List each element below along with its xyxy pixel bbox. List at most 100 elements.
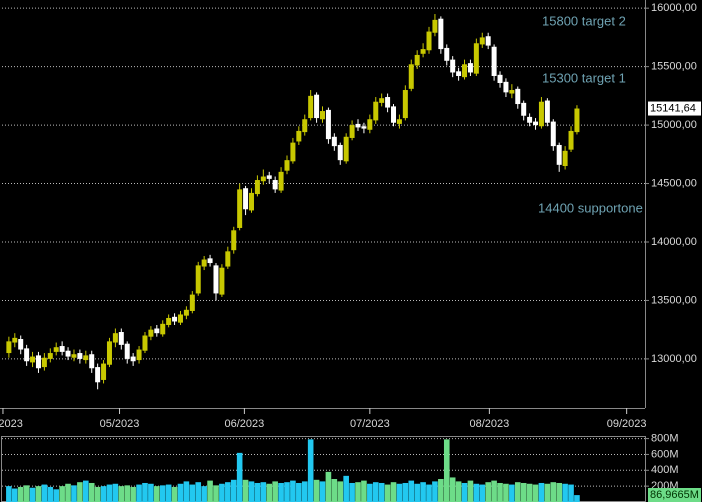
volume-bar [432,481,438,502]
volume-bar [71,485,77,502]
annotation: 15300 target 1 [542,70,626,85]
candle-body [89,354,95,369]
volume-bar [290,480,296,502]
volume-bar [124,485,131,502]
candle-body [385,97,391,108]
volume-bar [378,482,385,502]
volume-bar [485,482,491,502]
volume-bar [408,480,415,502]
volume-bar [47,486,54,502]
volume-bar [94,486,101,502]
volume-bar [59,486,65,502]
candle-body [225,251,231,267]
volume-bar [538,482,545,502]
candle-body [509,90,515,94]
volume-bar [390,482,397,502]
candle-body [101,363,107,380]
volume-bar [420,482,426,502]
candle-body [219,267,225,295]
volume-bar [325,471,332,502]
candle-body [160,323,166,335]
volume-bar [384,484,391,502]
volume-bar [343,475,349,502]
candle-body [527,116,533,123]
candle-body [24,348,30,362]
candle-body [550,121,556,147]
candle-body [95,367,101,383]
candle-body [444,47,450,61]
candle-body [450,59,456,73]
volume-bar [219,483,225,502]
volume-bar [479,484,486,502]
volume-bar [568,484,574,502]
candle-body [408,64,414,89]
candle-body [195,265,201,294]
candle-body [314,94,320,119]
candle-body [331,136,337,147]
candle-body [503,81,509,93]
candle-body [59,346,65,352]
candle-body [302,119,308,133]
y-tick-label: 13000,00 [651,353,697,365]
candle-body [361,126,367,129]
volume-bar [532,484,539,502]
candle-body [290,142,296,162]
candle-body [201,259,207,267]
candle-body [355,123,361,128]
candle-body [396,119,402,124]
x-tick-label: 09/2023 [607,418,647,430]
volume-bar [337,481,344,502]
volume-bar [307,439,314,502]
y-tick-label: 600M [651,448,679,460]
volume-bar [562,483,568,502]
volume-bar [461,482,468,502]
volume-bar [159,485,166,502]
candle-body [320,111,325,120]
volume-bar [88,482,95,502]
volume-bar [467,480,474,502]
candle-body [479,37,485,45]
volume-bar [574,495,580,502]
candle-body [154,328,160,334]
volume-bar [165,484,172,502]
candle-body [373,101,379,121]
volume-bar [520,482,527,502]
volume-bar [349,482,355,502]
volume-bar [313,479,320,502]
volume-bar [242,479,249,502]
y-tick-label: 13500,00 [651,294,697,306]
volume-bar [272,481,278,502]
candle-body [284,160,290,171]
candle-body [41,357,47,368]
volume-bar [136,484,142,502]
volume-bar [207,480,213,502]
volume-bar [189,484,196,502]
volume-bar [112,483,119,502]
candle-body [136,349,142,361]
candle-body [562,150,568,167]
candle-body [278,171,284,191]
x-tick-label: 04/2023 [0,418,23,430]
volume-bar [414,483,420,502]
volume-bar [106,484,113,502]
candle-body [379,98,385,103]
volume-bar [514,482,521,502]
candle-body [296,130,302,142]
candle-body [349,125,355,138]
candle-body [462,64,468,78]
volume-bar [11,488,18,502]
candle-body [568,130,574,150]
candle-body [544,100,550,123]
volume-bar [230,479,237,502]
volume-bar [544,483,551,502]
volume-bar [130,486,136,502]
candle-body [485,36,491,46]
volume-bar [509,484,515,502]
candle-body [83,355,89,361]
y-tick-label: 16000,00 [651,2,697,14]
volume-bar [201,486,207,502]
candle-body [12,337,18,343]
candle-body [71,354,77,358]
